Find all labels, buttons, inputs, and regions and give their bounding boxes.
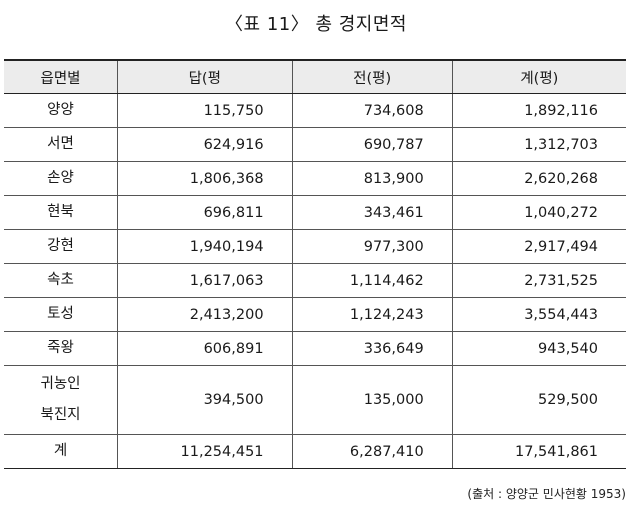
region-cell: 강현 [4,229,118,264]
table-row: 현북 696,811 343,461 1,040,272 [4,195,626,230]
region-cell: 손양 [4,161,118,196]
region-name: 현북 [47,204,74,220]
total-area-cell: 2,917,494 [451,229,626,264]
total-area-cell: 943,540 [451,331,626,366]
total-area-cell: 17,541,861 [451,434,626,469]
paddy-area-cell: 394,500 [117,365,293,435]
region-name: 토성 [47,306,74,322]
total-area-cell: 2,620,268 [451,161,626,196]
region-name: 북진지 [40,407,81,423]
paddy-area-cell: 11,254,451 [117,434,293,469]
table-row: 토성 2,413,200 1,124,243 3,554,443 [4,297,626,332]
table-row: 서면 624,916 690,787 1,312,703 [4,127,626,162]
field-area-cell: 734,608 [291,93,453,128]
region-name: 죽왕 [47,340,74,356]
total-area-cell: 1,892,116 [451,93,626,128]
field-area-cell: 1,124,243 [291,297,453,332]
table-row: 죽왕 606,891 336,649 943,540 [4,331,626,366]
paddy-area-cell: 2,413,200 [117,297,293,332]
table-row: 손양 1,806,368 813,900 2,620,268 [4,161,626,196]
field-area-cell: 6,287,410 [291,434,453,469]
field-area-cell: 813,900 [291,161,453,196]
total-area-cell: 2,731,525 [451,263,626,298]
paddy-area-cell: 1,617,063 [117,263,293,298]
region-name: 귀농인 [40,376,81,392]
farmland-area-table: 읍면별 답(평 전(평) 계(평) 양양 115,750 734,608 1,892,… [4,59,626,469]
total-area-cell: 529,500 [451,365,626,435]
table-title: 〈표 11〉 총 경지면적 [225,14,407,35]
paddy-area-cell: 624,916 [117,127,293,162]
region-name: 양양 [47,102,74,118]
field-area-cell: 690,787 [291,127,453,162]
region-name: 손양 [47,170,74,186]
region-name: 계 [53,443,68,459]
table-body: 양양 115,750 734,608 1,892,116 서면 624,916 690,78… [4,93,626,469]
region-name: 속초 [47,272,74,288]
region-cell: 계 [4,434,118,469]
table-row: 양양 115,750 734,608 1,892,116 [4,93,626,128]
field-area-cell: 336,649 [291,331,453,366]
table-header-row: 읍면별 답(평 전(평) 계(평) [4,59,626,94]
region-cell: 죽왕 [4,331,118,366]
region-cell: 현북 [4,195,118,230]
region-name: 강현 [47,238,74,254]
region-cell: 토성 [4,297,118,332]
paddy-area-cell: 1,940,194 [117,229,293,264]
field-area-cell: 1,114,462 [291,263,453,298]
region-cell: 양양 [4,93,118,128]
header-paddy: 답(평 [117,59,293,94]
region-cell: 서면 [4,127,118,162]
table-row: 속초 1,617,063 1,114,462 2,731,525 [4,263,626,298]
region-name: 서면 [47,136,74,152]
table-row: 강현 1,940,194 977,300 2,917,494 [4,229,626,264]
header-field: 전(평) [291,59,453,94]
source-note: (출처 : 양양군 민사현황 1953) [467,487,626,501]
table-row: 귀농인 북진지 394,500 135,000 529,500 [4,365,626,435]
paddy-area-cell: 696,811 [117,195,293,230]
paddy-area-cell: 606,891 [117,331,293,366]
field-area-cell: 977,300 [291,229,453,264]
header-region: 읍면별 [4,59,118,94]
region-cell: 속초 [4,263,118,298]
field-area-cell: 343,461 [291,195,453,230]
table-row: 계 11,254,451 6,287,410 17,541,861 [4,434,626,469]
header-total: 계(평) [451,59,626,94]
total-area-cell: 1,312,703 [451,127,626,162]
paddy-area-cell: 115,750 [117,93,293,128]
total-area-cell: 3,554,443 [451,297,626,332]
paddy-area-cell: 1,806,368 [117,161,293,196]
field-area-cell: 135,000 [291,365,453,435]
total-area-cell: 1,040,272 [451,195,626,230]
